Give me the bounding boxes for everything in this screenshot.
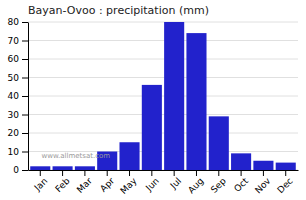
x-axis-line [29,170,299,171]
x-tick-mark [62,170,63,176]
bar [53,166,73,170]
x-tick: Jul [168,170,183,191]
plot: 0 10 20 30 40 50 60 70 80 JanFebMarAprMayJun JulAu… [8,17,299,196]
bar [30,166,50,170]
y-tick-label: 10 [8,147,20,157]
y-tick: 10 [8,147,28,157]
x-tick: Dec [275,170,294,195]
grid-line [28,40,298,41]
x-tick-mark [285,170,286,176]
x-tick: Oct [232,170,250,194]
y-tick-label: 80 [8,17,20,27]
x-tick-label: Apr [98,176,116,194]
x-tick-label: May [118,175,139,196]
grid-line [28,114,298,115]
x-tick: Sep [209,170,228,195]
y-axis-line [28,23,29,171]
x-tick: May [118,170,139,196]
x-tick-label: Feb [53,176,72,195]
annotation: www.allmetsat.com [42,152,111,160]
x-tick-mark [40,170,41,176]
grid-line [28,22,298,23]
x-tick-label: Sep [209,176,228,195]
y-tick: 30 [8,110,28,120]
y-tick-mark [22,22,28,23]
x-tick: Apr [98,170,116,194]
x-tick-label: Mar [75,176,94,195]
y-tick: 80 [8,17,28,27]
y-tick-mark [22,133,28,134]
y-tick-label: 20 [8,128,20,138]
y-tick-mark [22,78,28,79]
x-tick: Nov [253,170,273,195]
y-tick: 0 [13,165,28,175]
x-tick-mark [241,170,242,176]
y-tick-mark [22,41,28,42]
grid-line [28,133,298,134]
y-tick-mark [22,96,28,97]
bar [119,142,139,170]
y-tick: 60 [8,54,28,64]
x-tick-mark [174,170,175,176]
grid-line [28,77,298,78]
grid-line [28,59,298,60]
y-tick-label: 0 [13,165,19,175]
x-tick-label: Nov [253,175,273,195]
x-tick-mark [218,170,219,176]
bar [276,163,296,170]
bar [231,153,251,170]
y-tick-label: 30 [8,110,20,120]
x-tick: Aug [186,170,206,195]
grid [28,22,298,170]
bar [142,85,162,170]
title: Bayan-Ovoo : precipitation (mm) [28,4,209,17]
x-tick-label: Jul [168,176,183,191]
y-tick-label: 70 [8,36,20,46]
y-tick: 20 [8,128,28,138]
x-tick-mark [107,170,108,176]
y-tick-label: 40 [8,91,20,101]
x-tick-mark [129,170,130,176]
y-tick-mark [22,59,28,60]
bar [209,116,229,170]
x-tick-label: Dec [275,176,294,195]
x-tick-label: Oct [232,175,250,193]
bar [186,33,206,170]
x-tick-mark [84,170,85,176]
bar [253,161,273,170]
marks [30,22,296,170]
y-tick: 40 [8,91,28,101]
y-tick-mark [22,115,28,116]
bar [75,166,95,170]
x-tick-mark [263,170,264,176]
x-tick-mark [196,170,197,176]
bar [164,22,184,170]
chart: Bayan-Ovoo : precipitation (mm) 0 10 20 30 40… [0,0,306,200]
y-tick: 70 [8,36,28,46]
x-tick: Feb [53,170,72,194]
y-tick: 50 [8,73,28,83]
x-tick-label: Jun [143,176,161,194]
x-tick-label: Aug [186,176,206,196]
grid-line [28,96,298,97]
x-tick: Jan [32,170,50,193]
x-tick-mark [151,170,152,176]
x-tick: Mar [75,170,94,195]
x-axis: JanFebMarAprMayJun JulAugSepOctNovDec [29,170,299,196]
y-axis: 0 10 20 30 40 50 60 70 80 [8,17,29,175]
x-tick: Jun [143,170,161,194]
y-tick-label: 50 [8,73,20,83]
y-tick-mark [22,170,28,171]
y-tick-label: 60 [8,54,20,64]
y-tick-mark [22,152,28,153]
x-tick-label: Jan [32,176,50,194]
